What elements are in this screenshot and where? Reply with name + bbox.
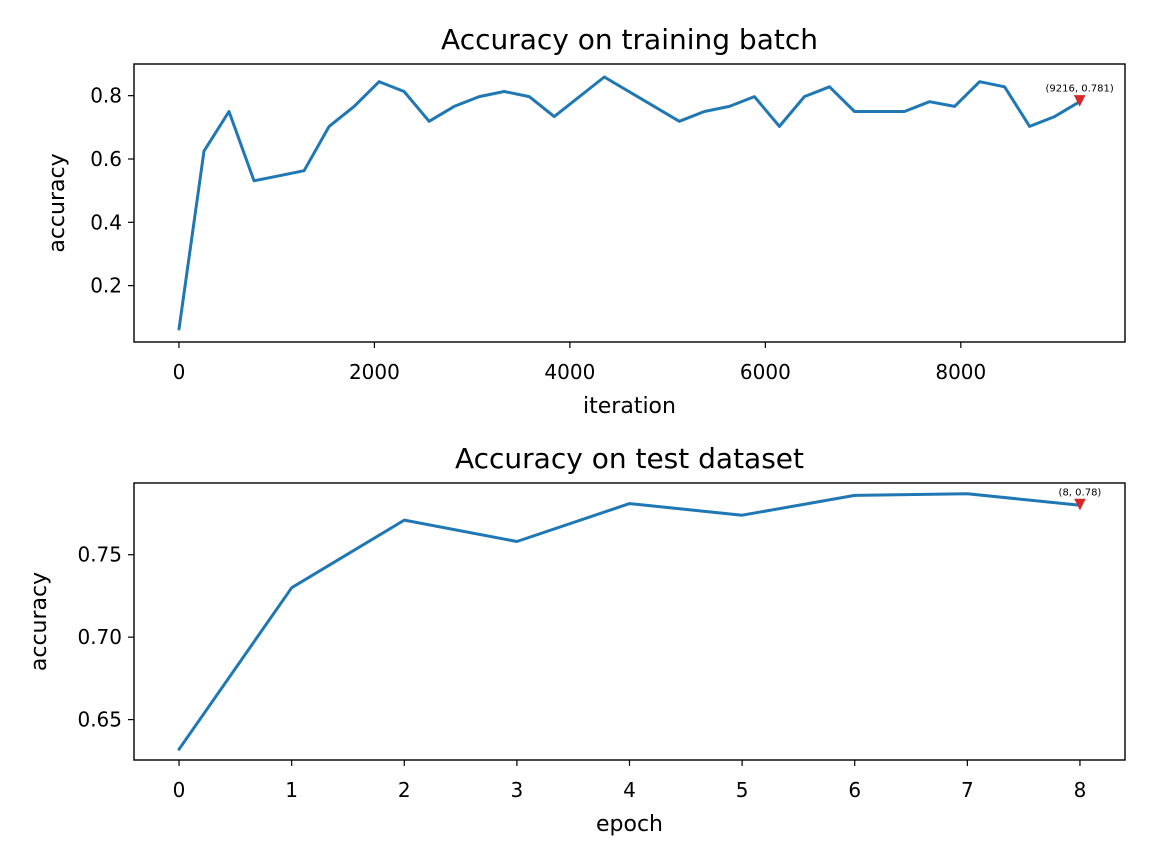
annotation-label: (8, 0.78) — [1059, 487, 1102, 498]
y-tick-label: 0.4 — [90, 210, 122, 234]
x-axis-label: iteration — [583, 394, 676, 419]
chart-title: Accuracy on training batch — [441, 23, 818, 56]
plot-frame — [133, 482, 1126, 761]
series-line — [177, 492, 1082, 751]
y-tick-label: 0.8 — [90, 84, 122, 108]
y-tick-label: 0.65 — [77, 708, 122, 732]
chart-panel-1: Accuracy on training batch 0 2000 4000 6000 8… — [45, 23, 1126, 419]
y-axis-label: accuracy — [45, 153, 70, 252]
x-tick-label: 3 — [511, 778, 524, 802]
x-tick-label: 0 — [173, 778, 186, 802]
x-axis-label: epoch — [596, 812, 663, 837]
x-tick-label: 4000 — [544, 360, 595, 384]
x-tick-label: 6000 — [740, 360, 791, 384]
x-tick-label: 7 — [961, 778, 974, 802]
x-tick-label: 1 — [285, 778, 298, 802]
x-tick-label: 2 — [398, 778, 411, 802]
annotation-marker — [1073, 95, 1086, 107]
annotation-label: (9216, 0.781) — [1046, 84, 1114, 95]
plot-frame — [133, 63, 1126, 343]
y-tick-label: 0.6 — [90, 147, 122, 171]
series-line — [177, 75, 1082, 331]
y-tick-label: 0.2 — [90, 274, 122, 298]
x-tick-label: 8000 — [935, 360, 986, 384]
y-tick-label: 0.70 — [77, 625, 122, 649]
x-tick-label: 6 — [848, 778, 861, 802]
x-tick-label: 2000 — [349, 360, 400, 384]
chart-panel-2: Accuracy on test dataset 0 1 2 3 4 5 6 7 8 0.65 0.7… — [27, 442, 1126, 837]
annotation-marker — [1074, 498, 1086, 511]
x-tick-label: 8 — [1074, 778, 1087, 802]
x-tick-label: 4 — [623, 778, 636, 802]
x-tick-label: 0 — [173, 360, 186, 384]
chart-title: Accuracy on test dataset — [455, 442, 804, 475]
y-axis-label: accuracy — [27, 572, 52, 671]
x-tick-label: 5 — [736, 778, 749, 802]
y-tick-label: 0.75 — [77, 543, 122, 567]
